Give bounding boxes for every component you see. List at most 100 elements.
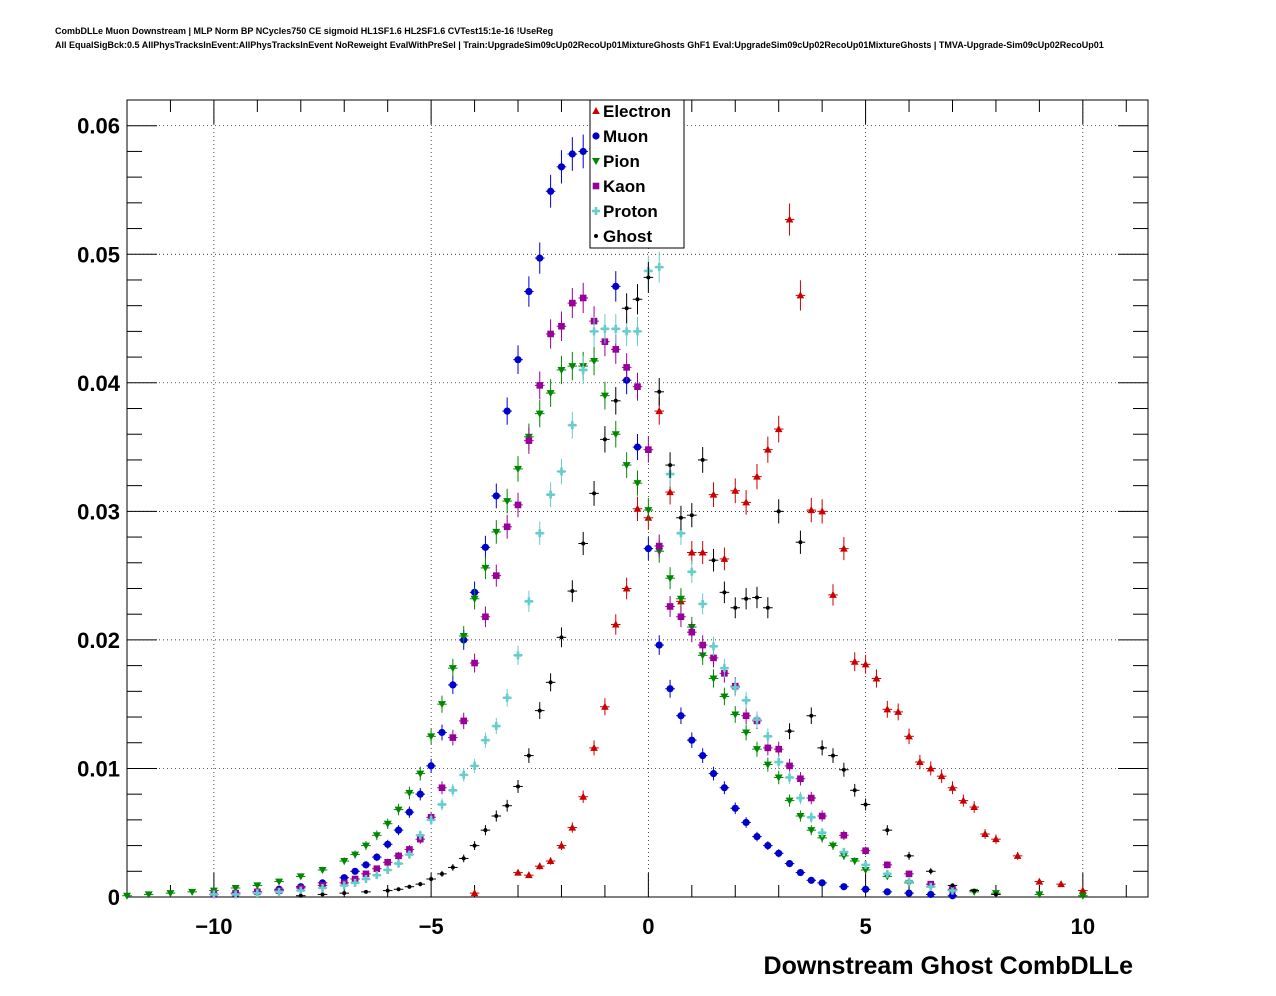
data-point <box>786 762 793 770</box>
data-point <box>546 490 555 499</box>
data-point <box>613 398 618 403</box>
data-point <box>676 529 685 538</box>
data-point <box>861 885 870 893</box>
data-point <box>818 879 826 887</box>
data-point <box>829 842 838 850</box>
data-point <box>850 858 859 866</box>
data-point <box>657 389 662 394</box>
data-point <box>144 891 153 899</box>
y-tick-label: 0.06 <box>77 114 120 139</box>
data-point <box>972 888 977 893</box>
data-point <box>785 215 794 223</box>
data-point <box>123 892 131 900</box>
data-point <box>926 764 935 772</box>
data-point <box>472 843 477 848</box>
data-point <box>418 882 423 887</box>
data-point <box>407 884 412 889</box>
data-point <box>666 603 674 610</box>
data-point <box>742 818 750 827</box>
data-point <box>503 498 512 506</box>
x-tick-label: 5 <box>859 914 871 939</box>
legend-entry-electron: Electron <box>592 102 671 121</box>
data-point <box>742 498 750 506</box>
legend-box <box>589 99 685 249</box>
data-point <box>774 425 783 433</box>
x-tick-label: −10 <box>195 914 232 939</box>
data-point <box>993 892 998 897</box>
data-point <box>535 862 544 870</box>
data-point <box>427 762 435 770</box>
data-point <box>275 878 284 886</box>
data-point <box>505 803 510 808</box>
y-tick-label: 0.02 <box>77 628 120 653</box>
data-point <box>590 743 598 751</box>
data-points <box>122 131 1088 900</box>
data-point <box>839 848 848 857</box>
data-point <box>579 792 587 800</box>
data-point <box>763 761 772 769</box>
data-point <box>765 605 770 610</box>
data-point <box>470 889 479 897</box>
data-point <box>797 775 804 783</box>
data-point <box>514 868 522 876</box>
data-point <box>1035 877 1044 885</box>
data-point <box>405 850 414 859</box>
data-point <box>557 366 566 374</box>
data-point <box>526 753 531 758</box>
data-point <box>635 297 640 302</box>
data-point <box>992 835 1000 843</box>
data-point <box>296 886 305 895</box>
data-point <box>774 774 783 782</box>
data-point <box>579 365 588 374</box>
data-point <box>807 813 816 822</box>
data-point <box>785 797 794 805</box>
data-point <box>883 888 891 896</box>
data-point <box>722 590 727 595</box>
data-point <box>698 652 707 660</box>
data-point <box>525 287 533 296</box>
data-point <box>698 599 707 608</box>
data-point <box>298 893 303 898</box>
data-point <box>449 734 457 741</box>
y-tick-label: 0.05 <box>77 242 120 267</box>
data-point <box>688 628 696 636</box>
data-point <box>840 544 848 552</box>
data-point <box>449 681 457 689</box>
data-point <box>600 324 609 333</box>
legend-marker <box>592 182 600 190</box>
data-point <box>809 713 814 718</box>
data-point <box>927 890 935 899</box>
data-point <box>558 322 565 330</box>
data-point <box>905 732 913 740</box>
data-point <box>340 881 349 890</box>
data-point <box>416 790 424 798</box>
data-point <box>666 488 674 496</box>
data-point <box>775 849 783 857</box>
header-line-2: All EqualSigBck:0.5 AllPhysTracksInEvent… <box>55 40 1104 50</box>
data-point <box>503 523 511 531</box>
data-point <box>807 794 815 802</box>
data-point <box>883 869 892 878</box>
data-point <box>450 865 455 870</box>
data-point <box>841 767 846 772</box>
data-point <box>699 641 706 649</box>
data-point <box>622 462 631 470</box>
data-point <box>362 870 370 878</box>
data-point <box>470 595 479 603</box>
data-point <box>622 327 631 336</box>
data-point <box>731 711 740 719</box>
data-point <box>764 445 772 453</box>
data-point <box>514 651 523 660</box>
data-point <box>764 744 772 752</box>
data-point <box>711 558 716 563</box>
data-point <box>884 861 891 869</box>
data-point <box>253 889 262 898</box>
data-point <box>568 823 577 831</box>
data-point <box>677 712 685 720</box>
legend-label: Pion <box>603 152 640 171</box>
data-point <box>742 729 751 737</box>
x-tick-label: −5 <box>419 914 444 939</box>
legend-label: Muon <box>603 127 648 146</box>
data-point <box>536 254 544 262</box>
data-point <box>798 540 803 545</box>
